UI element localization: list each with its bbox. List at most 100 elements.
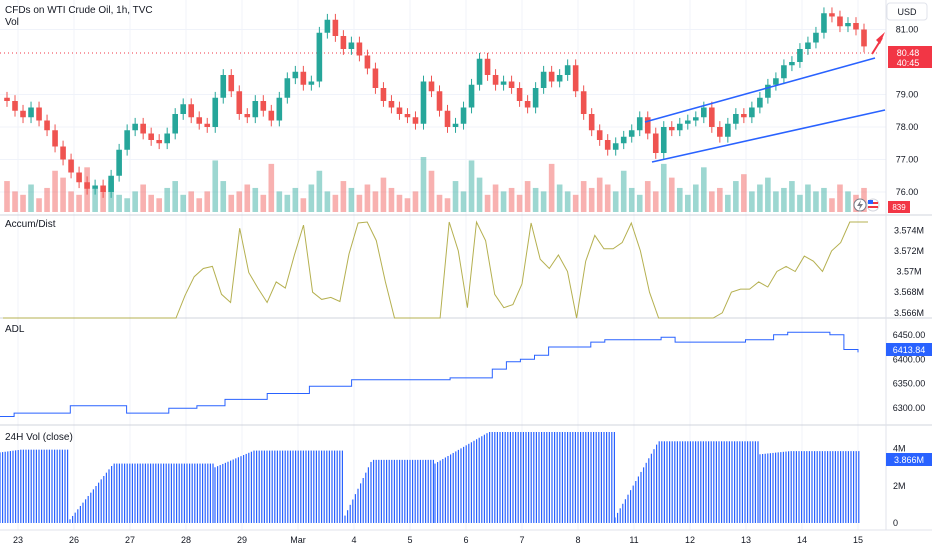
time-axis[interactable]: 23 26 27 28 29 Mar 4 5 6 7 8 11 12 13 14 15 <box>13 535 863 545</box>
volume-bar <box>364 184 371 212</box>
volume-bar <box>692 184 699 212</box>
volume-bar <box>484 194 491 212</box>
candle-body <box>156 140 162 144</box>
volume-bar <box>348 187 355 212</box>
vol24-title: 24H Vol (close) <box>5 432 73 443</box>
candle-body <box>676 123 683 131</box>
volume-bar <box>36 198 42 212</box>
volume-bar <box>28 184 34 212</box>
candle-body <box>725 123 731 137</box>
volume-bar <box>396 194 403 212</box>
price-tick-label: 76.00 <box>896 187 919 197</box>
channel-lower-line[interactable] <box>651 109 886 163</box>
candle-body <box>604 140 611 150</box>
candle-body <box>252 101 259 118</box>
candle-body <box>516 88 523 101</box>
volume-bar <box>564 191 571 212</box>
candle-body <box>196 117 203 124</box>
volume-bar <box>140 184 146 212</box>
volume-bar <box>660 163 667 212</box>
time-tick-label: 11 <box>629 535 638 545</box>
volume-bar <box>580 181 587 212</box>
volume-bar <box>636 194 643 212</box>
volume-bar <box>684 194 691 212</box>
vol24-axis[interactable]: 4M 2M 0 <box>893 444 906 528</box>
channel-upper-line[interactable] <box>644 57 876 123</box>
volume-bar <box>100 191 106 212</box>
volume-bar <box>4 181 10 212</box>
candle-body <box>749 107 755 118</box>
volume-bar <box>524 181 531 212</box>
candle-body <box>140 123 146 134</box>
time-tick-label: 28 <box>181 535 191 545</box>
volume-bar <box>556 184 563 212</box>
candle-body <box>709 107 715 127</box>
candle-body <box>332 19 339 36</box>
time-tick-label: 26 <box>69 535 79 545</box>
volume-bar <box>12 191 18 212</box>
candle-body <box>100 185 106 192</box>
volume-bar <box>236 191 243 212</box>
volume-bar <box>76 194 82 212</box>
price-axis[interactable]: 81.00 79.00 78.00 77.00 76.00 <box>896 25 919 198</box>
candle-body <box>773 78 779 85</box>
accum-axis[interactable]: 3.574M 3.572M 3.57M 3.568M 3.566M <box>894 225 924 318</box>
red-arrow-annotation[interactable] <box>871 32 885 55</box>
currency-button[interactable]: USD <box>886 2 928 21</box>
candle-body <box>300 71 307 85</box>
vol24-tick-label: 2M <box>893 481 906 491</box>
volume-bar <box>340 181 347 212</box>
volume-bar <box>156 198 162 212</box>
candle-body <box>28 107 34 118</box>
candle-body <box>861 29 867 47</box>
candle-body <box>845 23 851 27</box>
time-tick-label: 6 <box>463 535 468 545</box>
volume-bar <box>228 194 235 212</box>
adl-last-value: 6413.84 <box>893 345 926 355</box>
time-tick-label: 8 <box>575 535 580 545</box>
candle-body <box>556 75 563 82</box>
accum-tick-label: 3.566M <box>894 308 924 318</box>
time-tick-label: 15 <box>853 535 863 545</box>
candle-body <box>781 65 787 79</box>
volume-bar <box>44 187 50 212</box>
time-tick-label: 27 <box>125 535 135 545</box>
volume-bar <box>620 170 627 212</box>
volume-bar <box>797 194 803 212</box>
lightning-icon[interactable] <box>853 198 867 212</box>
volume-bar <box>316 170 323 212</box>
volume-bar <box>805 184 811 212</box>
candle-body <box>356 42 363 56</box>
candle-body <box>532 88 539 108</box>
volume-bar <box>204 191 211 212</box>
volume-bar <box>749 191 755 212</box>
currency-label: USD <box>897 7 917 17</box>
volume-bar <box>180 194 187 212</box>
candle-body <box>620 136 627 144</box>
candle-body <box>460 107 467 124</box>
us-flag-icon[interactable] <box>866 198 880 212</box>
candle-body <box>260 101 267 111</box>
candle-body <box>484 58 491 75</box>
adl-axis[interactable]: 6450.00 6400.00 6350.00 6300.00 <box>893 330 926 413</box>
volume-bar <box>821 187 827 212</box>
volume-bar <box>252 187 259 212</box>
vol24-last-badge: 3.866M <box>886 453 932 466</box>
volume-bar <box>789 181 795 212</box>
candle-body <box>164 133 170 144</box>
candle-body <box>108 175 114 192</box>
accum-title: Accum/Dist <box>5 219 56 230</box>
volume-bar <box>380 177 387 212</box>
volume-bar <box>773 191 779 212</box>
volume-bar <box>428 170 435 212</box>
adl-tick-label: 6450.00 <box>893 330 926 340</box>
volume-bar <box>420 157 427 212</box>
candle-body <box>628 130 635 137</box>
volume-bar <box>572 194 579 212</box>
volume-bar <box>92 187 98 212</box>
volume-bar <box>20 194 26 212</box>
candle-body <box>212 97 219 127</box>
volume-bar <box>268 163 275 212</box>
volume-bar <box>172 181 179 212</box>
